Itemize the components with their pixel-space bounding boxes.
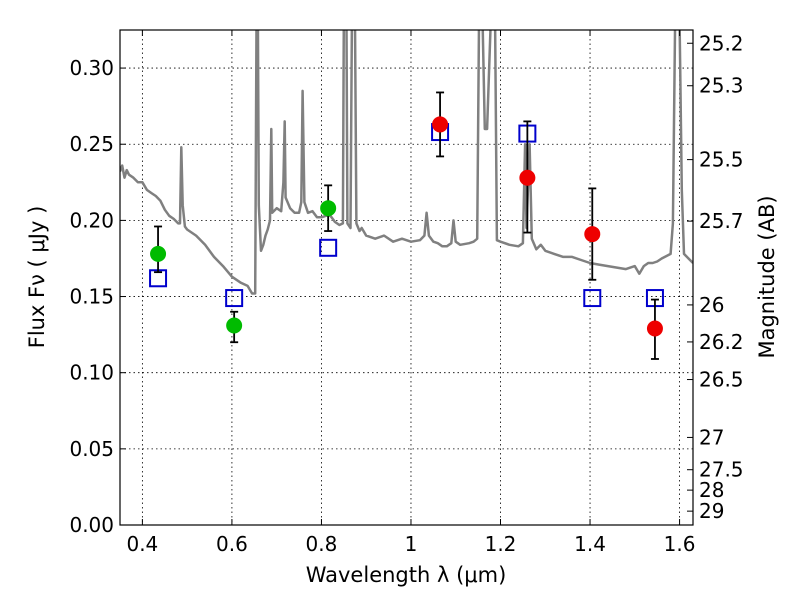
x-tick-label: 1.2 xyxy=(485,532,517,556)
model-spectrum-line xyxy=(120,30,693,295)
plot-frame xyxy=(119,29,694,526)
x-tick-label: 0.8 xyxy=(306,532,338,556)
right-tick-label: 25.7 xyxy=(699,209,744,233)
y-axis-right-label: Magnitude (AB) xyxy=(755,195,779,358)
model-photometry-square xyxy=(319,238,338,257)
x-tick-label: 0.6 xyxy=(216,532,248,556)
x-tick-label: 1.4 xyxy=(574,532,606,556)
observed-flux-point xyxy=(584,226,601,243)
y-tick-label: 0.30 xyxy=(69,56,114,80)
x-tick-label: 1.6 xyxy=(664,532,696,556)
y-axis-label: Flux Fν ( μJy ) xyxy=(25,206,49,349)
right-tick-label: 26 xyxy=(699,293,724,317)
right-tick-label: 27 xyxy=(699,425,724,449)
observed-flux-point xyxy=(226,317,243,334)
y-tick-label: 0.20 xyxy=(69,208,114,232)
right-tick-label: 26.2 xyxy=(699,330,744,354)
right-tick-label: 28 xyxy=(699,478,724,502)
model-photometry-square xyxy=(583,289,602,308)
y-tick-label: 0.00 xyxy=(69,513,114,537)
y-tick-label: 0.05 xyxy=(69,437,114,461)
plot-area xyxy=(120,30,693,308)
observed-flux-point xyxy=(320,200,337,217)
right-tick-label: 25.3 xyxy=(699,74,744,98)
error-bars xyxy=(150,91,663,360)
y-tick-label: 0.10 xyxy=(69,361,114,385)
x-tick-label: 0.4 xyxy=(126,532,158,556)
axes: 0.4 0.6 0.8 1 1.2 1.4 1.6 0.00 0.05 0.10 0.15 0.20 0… xyxy=(69,30,744,556)
x-axis-label: Wavelength λ (μm) xyxy=(306,563,507,587)
observed-flux-point xyxy=(646,320,663,337)
right-tick-label: 25.5 xyxy=(699,148,744,172)
right-tick-label: 26.5 xyxy=(699,368,744,392)
right-tick-label: 25.2 xyxy=(699,31,744,55)
y-tick-label: 0.15 xyxy=(69,285,114,309)
right-tick-label: 29 xyxy=(699,499,724,523)
observed-flux-point xyxy=(150,245,167,262)
x-tick-label: 1 xyxy=(405,532,418,556)
grid xyxy=(120,30,693,526)
observed-flux-point xyxy=(519,169,536,186)
right-tick-label: 27.5 xyxy=(699,458,744,482)
y-tick-label: 0.25 xyxy=(69,132,114,156)
observed-flux-point xyxy=(432,116,449,133)
model-photometry-square xyxy=(225,289,244,308)
